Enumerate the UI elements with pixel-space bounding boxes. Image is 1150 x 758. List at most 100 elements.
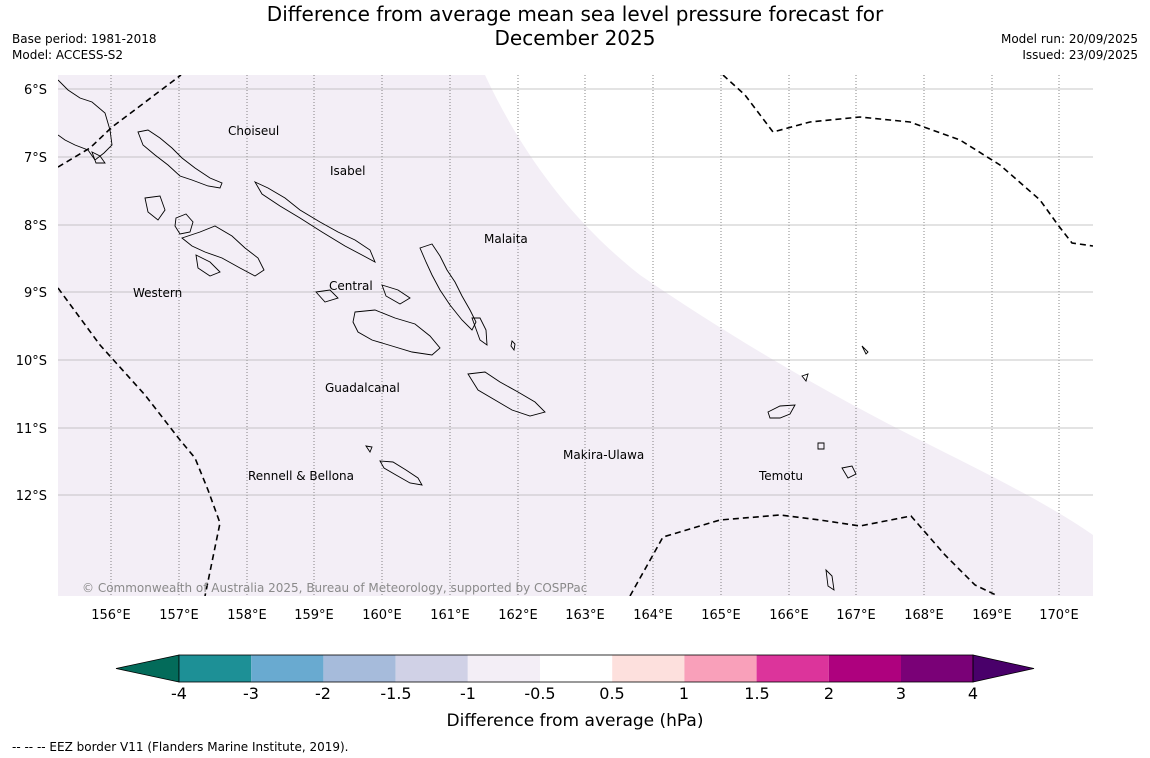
chart-title: Difference from average mean sea level p…	[200, 2, 950, 50]
eez-border-west	[58, 287, 221, 596]
lon-label: 160°E	[362, 608, 402, 623]
base-period: Base period: 1981-2018	[12, 32, 157, 46]
colorbar-tick-label: 3	[896, 684, 906, 703]
lon-label: 169°E	[972, 608, 1012, 623]
copyright-text: © Commonwealth of Australia 2025, Bureau…	[82, 581, 587, 595]
anomaly-region	[58, 75, 1093, 596]
eez-border-south	[629, 514, 999, 596]
colorbar-bin	[395, 655, 468, 682]
meta-left: Base period: 1981-2018 Model: ACCESS-S2	[12, 31, 157, 63]
island-choiseul	[137, 129, 223, 189]
island-rennell	[379, 460, 423, 486]
island-makira	[467, 371, 546, 417]
eez-border-png	[58, 75, 182, 168]
island-florida	[315, 289, 339, 303]
colorbar-bin	[612, 655, 685, 682]
title-line-1: Difference from average mean sea level p…	[266, 2, 884, 26]
lat-label: 7°S	[24, 151, 47, 166]
colorbar-ticks: -4 -3 -2 -1.5 -1 -0.5 0.5 1 1.5 2 3 4	[171, 684, 978, 703]
island-bougainville	[58, 79, 113, 161]
colorbar-tick-label: 0.5	[599, 684, 624, 703]
model-run: Model run: 20/09/2025	[1000, 32, 1138, 46]
lon-label: 168°E	[904, 608, 944, 623]
colorbar-tick-label: -0.5	[524, 684, 555, 703]
lon-label: 159°E	[294, 608, 334, 623]
eez-border-vanuatu	[722, 75, 1093, 247]
map-panel: Choiseul Isabel Malaita Western Central …	[58, 75, 1093, 596]
island-malaita	[419, 243, 477, 331]
lat-label: 6°S	[24, 83, 47, 98]
island-ulawa	[510, 340, 516, 352]
label-temotu: Temotu	[758, 469, 803, 483]
colorbar-tick-label: -1.5	[380, 684, 411, 703]
meta-right: Model run: 20/09/2025 Issued: 23/09/2025	[1001, 31, 1138, 63]
colorbar-tick-label: -1	[460, 684, 476, 703]
colorbar-bin	[467, 655, 540, 682]
colorbar-over-arrow	[972, 654, 1035, 683]
lon-label: 165°E	[701, 608, 741, 623]
lon-label: 162°E	[498, 608, 538, 623]
island-vanikoro	[841, 465, 857, 479]
colorbar-bin	[828, 655, 901, 682]
colorbar-tick-label: 1.5	[744, 684, 769, 703]
title-line-2: December 2025	[494, 26, 656, 50]
lon-label: 156°E	[91, 608, 131, 623]
eez-borders	[58, 75, 1093, 596]
label-central: Central	[329, 279, 373, 293]
place-labels: Choiseul Isabel Malaita Western Central …	[133, 124, 803, 483]
colorbar-tick-label: -3	[243, 684, 259, 703]
latitude-labels: 6°S 7°S 8°S 9°S 10°S 11°S 12°S	[16, 83, 47, 504]
lon-label: 161°E	[430, 608, 470, 623]
island-vella	[144, 195, 166, 221]
island-bellona	[365, 445, 373, 453]
colorbar-bin	[756, 655, 829, 682]
islands	[58, 79, 869, 591]
lon-label: 163°E	[565, 608, 605, 623]
latitude-gridlines	[58, 88, 1093, 496]
colorbar-bin	[901, 655, 973, 682]
label-rennell-bellona: Rennell & Bellona	[248, 469, 354, 483]
colorbar-under-arrow	[115, 654, 180, 683]
colorbar-tick-label: -2	[315, 684, 331, 703]
colorbar-bin	[251, 655, 324, 682]
lat-label: 12°S	[16, 489, 47, 504]
lon-label: 164°E	[633, 608, 673, 623]
colorbar-bin	[540, 655, 613, 682]
lat-label: 10°S	[16, 354, 47, 369]
label-guadalcanal: Guadalcanal	[325, 381, 400, 395]
island-png-small	[91, 151, 106, 164]
colorbar-bin	[179, 655, 252, 682]
colorbar-tick-label: 2	[824, 684, 834, 703]
lat-label: 8°S	[24, 219, 47, 234]
colorbar-title: Difference from average (hPa)	[447, 711, 704, 731]
colorbar: -4 -3 -2 -1.5 -1 -0.5 0.5 1 1.5 2 3 4 Di…	[115, 654, 1035, 731]
lat-label: 9°S	[24, 286, 47, 301]
longitude-labels: 156°E 157°E 158°E 159°E 160°E 161°E 162°…	[91, 608, 1079, 623]
issued-date: Issued: 23/09/2025	[1022, 48, 1138, 62]
island-small-malaita	[471, 317, 488, 346]
lon-label: 167°E	[836, 608, 876, 623]
lon-label: 170°E	[1039, 608, 1079, 623]
colorbar-frame	[178, 654, 974, 683]
colorbar-bin	[323, 655, 396, 682]
label-western: Western	[133, 286, 182, 300]
lat-label: 11°S	[16, 422, 47, 437]
lon-label: 157°E	[159, 608, 199, 623]
label-isabel: Isabel	[330, 164, 365, 178]
island-kolombangara	[174, 213, 194, 235]
island-rendova	[195, 254, 221, 277]
lon-label: 158°E	[227, 608, 267, 623]
island-isabel	[253, 180, 376, 263]
colorbar-bin	[684, 655, 757, 682]
colorbar-tick-label: -4	[171, 684, 187, 703]
label-malaita: Malaita	[484, 232, 528, 246]
island-reef-islands	[801, 373, 809, 382]
island-tikopia	[825, 568, 835, 591]
colorbar-tick-label: 1	[679, 684, 689, 703]
label-makira-ulawa: Makira-Ulawa	[563, 448, 644, 462]
model-name: Model: ACCESS-S2	[12, 48, 124, 62]
label-choiseul: Choiseul	[228, 124, 279, 138]
lon-label: 166°E	[769, 608, 809, 623]
island-russell	[381, 284, 411, 305]
